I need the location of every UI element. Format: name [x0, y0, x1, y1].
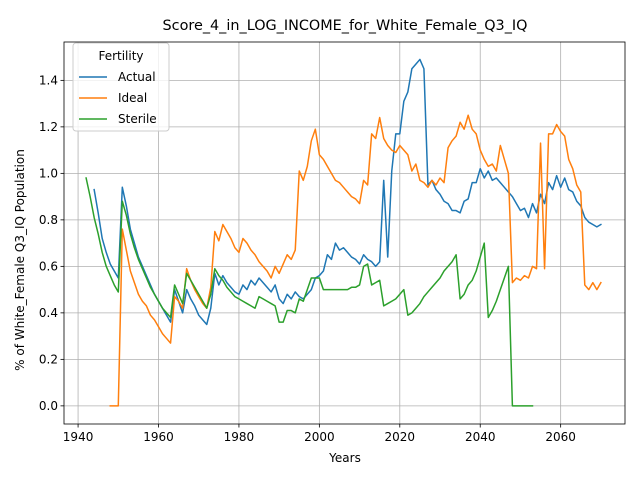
y-tick-label: 0.2 — [39, 352, 58, 366]
y-tick-label: 1.4 — [39, 73, 58, 87]
x-axis-ticks: 1940 1960 1980 2000 2020 2040 2060 — [63, 424, 576, 444]
y-tick-label: 0.8 — [39, 213, 58, 227]
legend-entries: Actual Ideal Sterile — [79, 70, 157, 126]
x-tick-label: 2000 — [304, 430, 335, 444]
y-axis-ticks: 0.0 0.2 0.4 0.6 0.8 1.0 1.2 1.4 — [39, 73, 64, 413]
legend-label-ideal: Ideal — [118, 91, 147, 105]
x-tick-label: 2060 — [545, 430, 576, 444]
legend-label-sterile: Sterile — [118, 112, 157, 126]
y-tick-label: 1.2 — [39, 120, 58, 134]
legend-label-actual: Actual — [118, 70, 156, 84]
legend: Fertility Actual Ideal Sterile — [72, 42, 170, 132]
grid — [64, 42, 625, 424]
x-axis-label: Years — [328, 451, 361, 465]
x-tick-label: 1980 — [224, 430, 255, 444]
y-tick-label: 0.4 — [39, 306, 58, 320]
x-tick-label: 1960 — [143, 430, 174, 444]
series-line-ideal — [109, 114, 602, 407]
x-tick-label: 2040 — [465, 430, 496, 444]
y-tick-label: 0.6 — [39, 259, 58, 273]
x-tick-label: 1940 — [63, 430, 94, 444]
legend-box — [72, 42, 170, 132]
series-line-sterile — [85, 177, 534, 407]
y-tick-label: 1.0 — [39, 166, 58, 180]
x-tick-label: 2020 — [385, 430, 416, 444]
legend-title: Fertility — [98, 49, 143, 63]
chart-title: Score_4_in_LOG_INCOME_for_White_Female_Q… — [163, 18, 528, 34]
plot-frame — [63, 41, 626, 425]
y-axis-label: % of White_Female Q3_IQ Population — [13, 149, 27, 371]
y-tick-label: 0.0 — [39, 399, 58, 413]
series-lines — [85, 58, 602, 407]
